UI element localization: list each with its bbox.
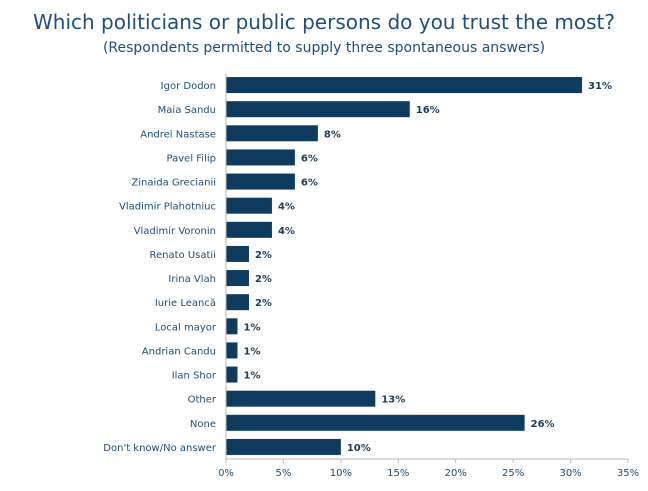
category-label: Andrei Nastase — [140, 129, 216, 140]
x-tick-label: 15% — [387, 468, 409, 479]
category-label: Pavel Filip — [167, 153, 216, 164]
category-label: Maia Sandu — [158, 105, 216, 116]
category-label: Vladimir Plahotniuc — [119, 202, 216, 213]
x-axis-ticks: 0% 5% 10% 15% 20% 25% 30% 35% — [218, 459, 639, 479]
data-label: 4% — [278, 202, 295, 213]
category-label: Iurie Leancă — [155, 298, 216, 309]
chart-title: Which politicians or public persons do y… — [33, 10, 615, 34]
x-tick-label: 20% — [445, 468, 467, 479]
bar — [226, 294, 249, 311]
data-label: 2% — [255, 274, 272, 285]
bars-group — [226, 77, 583, 455]
bar — [226, 173, 295, 190]
data-label: 6% — [301, 178, 318, 189]
bar — [226, 245, 249, 262]
bar — [226, 342, 238, 359]
data-label: 26% — [531, 419, 555, 430]
category-label: Other — [188, 395, 217, 406]
x-tick-label: 5% — [275, 468, 291, 479]
data-label: 1% — [243, 371, 260, 382]
chart-subtitle: (Respondents permitted to supply three s… — [102, 40, 546, 56]
bar — [226, 101, 410, 118]
category-label: Andrian Candu — [142, 346, 216, 357]
category-label: None — [190, 419, 216, 430]
category-label: Igor Dodon — [161, 81, 216, 92]
data-label: 8% — [324, 129, 341, 140]
value-labels: 31% 16% 8% 6% 6% 4% 4% 2% 2% 2% 1% 1% 1% 13% 26% 10% — [243, 81, 612, 454]
category-label: Renato Usatii — [150, 250, 216, 261]
bar — [226, 438, 341, 455]
bar — [226, 149, 295, 166]
data-label: 31% — [588, 81, 612, 92]
category-labels: Igor Dodon Maia Sandu Andrei Nastase Pavel … — [103, 81, 217, 454]
bar — [226, 414, 525, 431]
category-label: Zinaida Grecianii — [131, 178, 216, 189]
category-label: Don't know/No answer — [103, 443, 217, 454]
bar — [226, 125, 318, 142]
category-label: Local mayor — [155, 322, 217, 333]
bar — [226, 77, 583, 94]
x-tick-label: 35% — [617, 468, 639, 479]
x-tick-label: 10% — [330, 468, 352, 479]
bar — [226, 390, 376, 407]
bar — [226, 197, 272, 214]
data-label: 16% — [416, 105, 440, 116]
category-label: Vladimir Voronin — [134, 226, 216, 237]
data-label: 10% — [347, 443, 371, 454]
data-label: 6% — [301, 153, 318, 164]
data-label: 2% — [255, 298, 272, 309]
bar — [226, 270, 249, 287]
data-label: 13% — [381, 395, 405, 406]
data-label: 4% — [278, 226, 295, 237]
category-label: Ilan Shor — [172, 371, 217, 382]
data-label: 1% — [243, 322, 260, 333]
x-tick-label: 30% — [559, 468, 581, 479]
bar — [226, 366, 238, 383]
bar — [226, 318, 238, 335]
x-tick-label: 25% — [502, 468, 524, 479]
category-label: Irina Vlah — [168, 274, 216, 285]
data-label: 2% — [255, 250, 272, 261]
bar — [226, 221, 272, 238]
data-label: 1% — [243, 346, 260, 357]
x-tick-label: 0% — [218, 468, 234, 479]
